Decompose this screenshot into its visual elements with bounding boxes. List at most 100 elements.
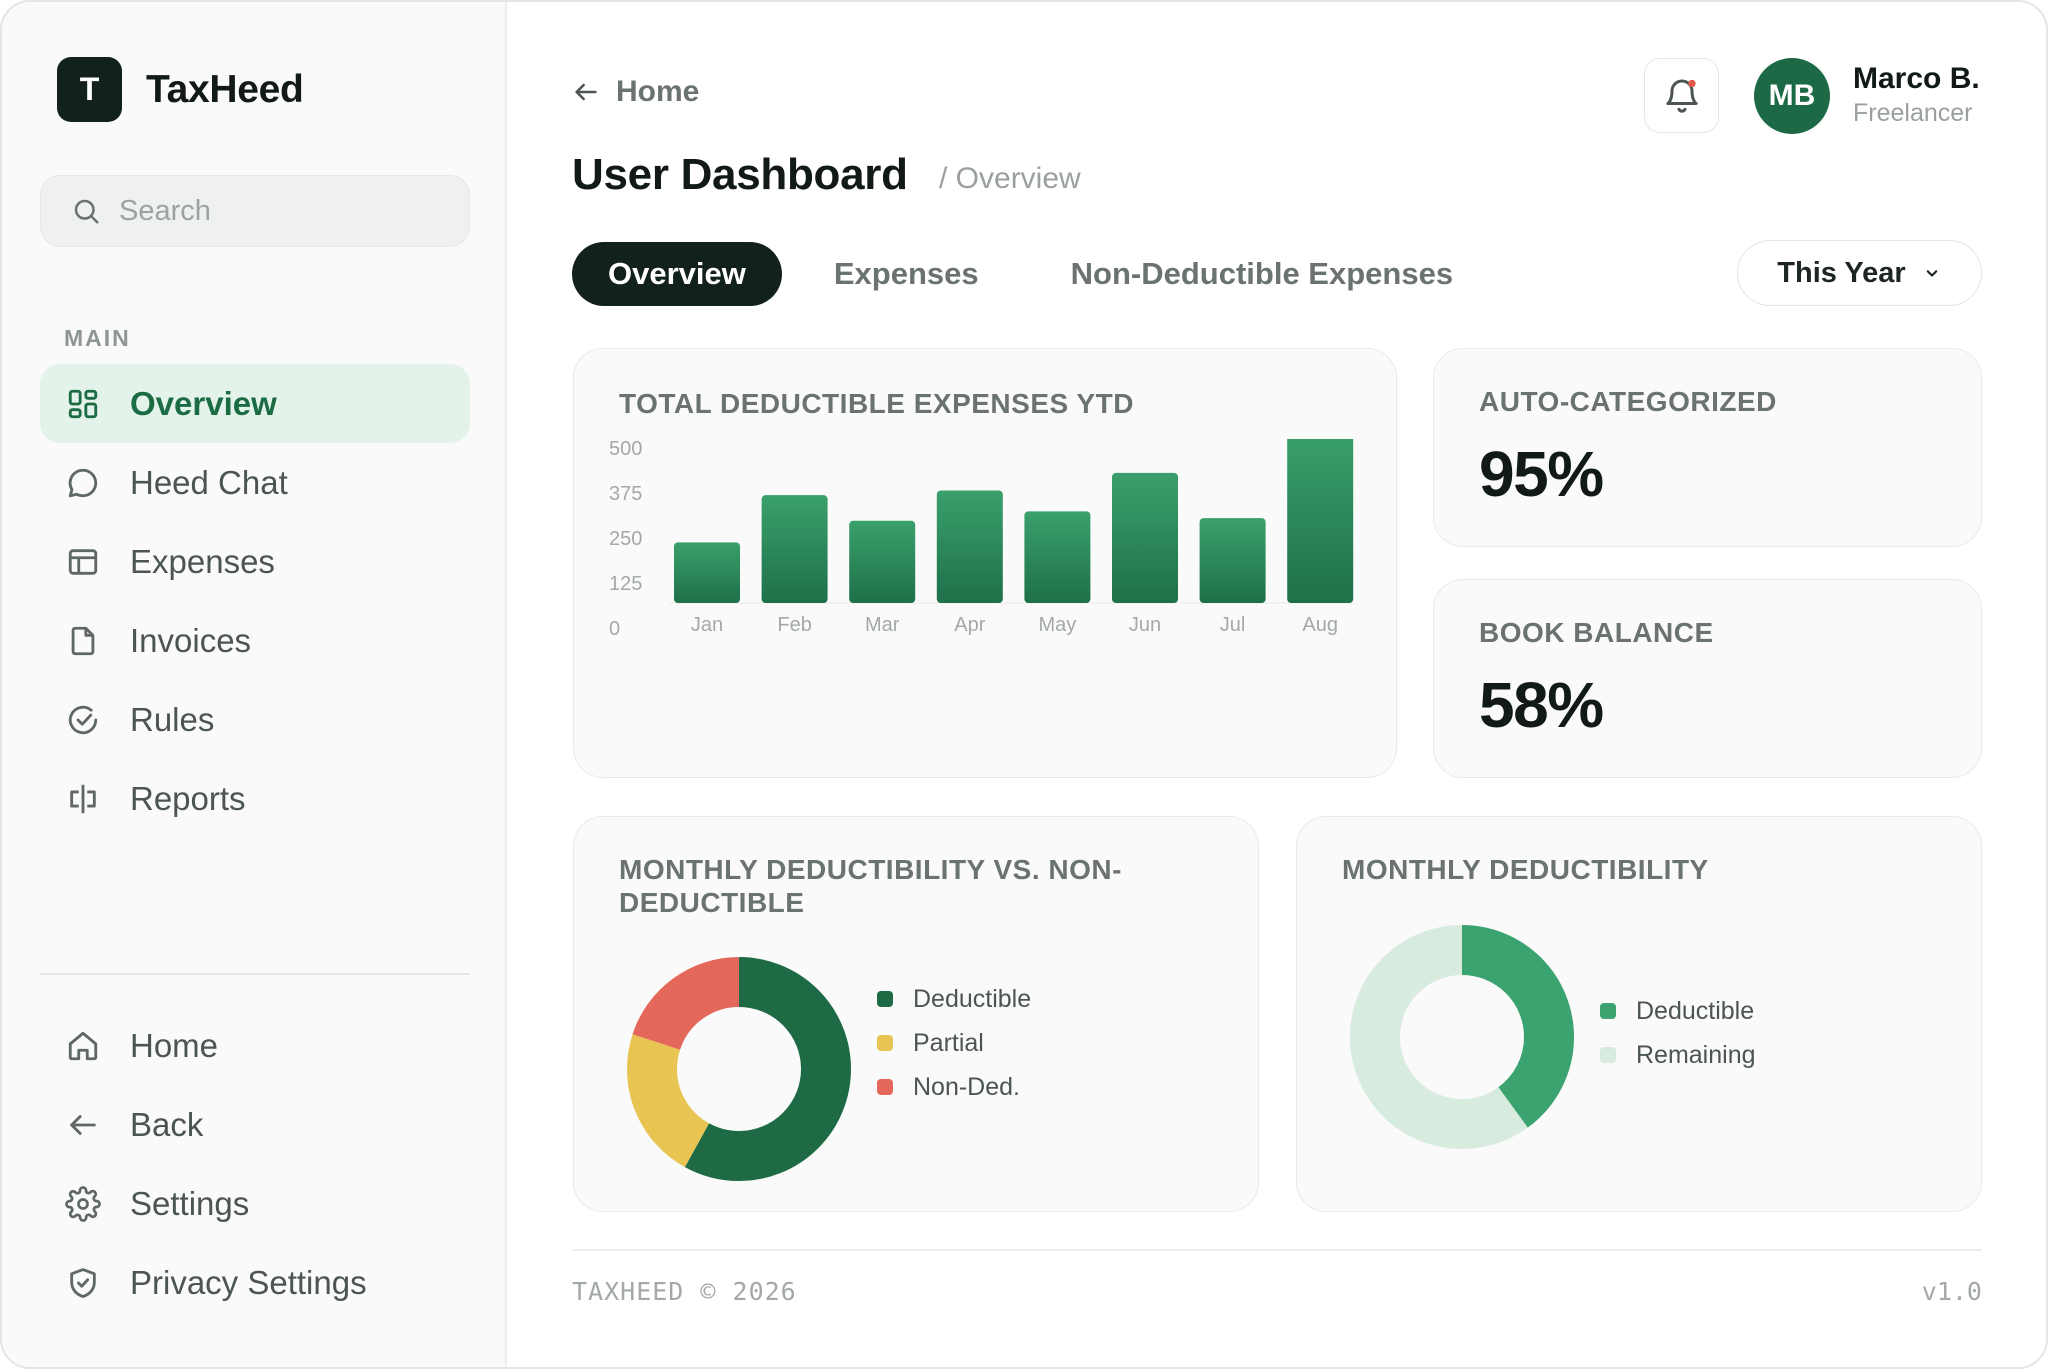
sidebar-item-label: Invoices	[130, 621, 252, 659]
back-home-link[interactable]: Home	[572, 75, 699, 109]
section-label-main: MAIN	[64, 325, 131, 351]
sidebar-item-settings[interactable]: Settings	[40, 1164, 470, 1243]
shield-icon	[64, 1264, 102, 1302]
sidebar-item-expenses[interactable]: Expenses	[40, 522, 470, 601]
sidebar-item-label: Reports	[130, 779, 246, 817]
sidebar-item-reports[interactable]: Reports	[40, 759, 470, 838]
y-tick-label: 0	[609, 618, 620, 640]
donut-chart-deductibility	[1350, 925, 1574, 1149]
tab-expenses[interactable]: Expenses	[833, 256, 979, 291]
legend-swatch	[1600, 1003, 1616, 1019]
grid-icon	[64, 385, 102, 423]
monthly-vs-card: MONTHLY DEDUCTIBILITY VS. NON-DEDUCTIBLE…	[573, 816, 1259, 1212]
donut-slice-non-ded[interactable]	[627, 957, 851, 1181]
gear-icon	[64, 1185, 102, 1223]
card-title: MONTHLY DEDUCTIBILITY VS. NON-DEDUCTIBLE	[619, 854, 1122, 918]
legend-swatch	[1600, 1047, 1616, 1063]
file-icon	[64, 622, 102, 660]
footer-divider	[572, 1249, 1982, 1251]
sidebar-item-label: Privacy Settings	[130, 1263, 367, 1301]
legend-label: Partial	[913, 1028, 984, 1057]
breadcrumb: / Overview	[939, 162, 1081, 195]
x-tick-label: Apr	[954, 614, 985, 636]
donut-slice-partial[interactable]	[627, 957, 851, 1181]
bar-jan[interactable]	[674, 542, 740, 603]
y-tick-label: 125	[609, 573, 642, 595]
sidebar-item-invoices[interactable]: Invoices	[40, 601, 470, 680]
auto-categorized-value: 95%	[1479, 438, 1604, 510]
auto-categorized-card: AUTO-CATEGORIZED 95%	[1433, 348, 1982, 547]
legend-label: Remaining	[1636, 1040, 1756, 1069]
bar-may[interactable]	[1024, 511, 1091, 603]
sidebar-item-label: Expenses	[130, 542, 275, 580]
chart-legend: Deductible Partial Non-Ded.	[877, 977, 1031, 1109]
footer-copyright: TAXHEED © 2026	[572, 1277, 797, 1306]
card-title: TOTAL DEDUCTIBLE EXPENSES YTD	[619, 388, 1134, 419]
x-tick-label: Jan	[691, 614, 723, 636]
bottom-nav: Home Back Settings Privacy Settings	[40, 1006, 470, 1322]
split-chart-icon	[64, 780, 102, 818]
sidebar-item-back[interactable]: Back	[40, 1085, 470, 1164]
house-icon	[64, 1027, 102, 1065]
book-balance-card: BOOK BALANCE 58%	[1433, 579, 1982, 778]
back-home-label: Home	[616, 75, 700, 108]
period-select[interactable]: This Year	[1737, 240, 1982, 306]
sidebar-divider	[40, 973, 470, 975]
search-box[interactable]	[40, 175, 470, 247]
legend-swatch	[877, 991, 893, 1007]
sidebar-item-label: Home	[130, 1026, 219, 1064]
bar-mar[interactable]	[849, 520, 916, 603]
legend-item: Deductible	[877, 977, 1031, 1021]
card-title: BOOK BALANCE	[1479, 617, 1714, 648]
y-tick-label: 500	[609, 439, 642, 460]
sidebar-item-rules[interactable]: Rules	[40, 680, 470, 759]
main-nav: Overview Heed Chat Expenses Invoices	[40, 364, 470, 838]
bar-jul[interactable]	[1199, 518, 1266, 603]
avatar[interactable]: MB	[1754, 58, 1830, 134]
arrow-left-icon	[64, 1106, 102, 1144]
card-title: AUTO-CATEGORIZED	[1479, 386, 1777, 417]
x-tick-label: Jul	[1220, 614, 1246, 636]
sidebar-item-home[interactable]: Home	[40, 1006, 470, 1085]
notifications-button[interactable]	[1644, 58, 1719, 133]
brand[interactable]: T TaxHeed	[57, 57, 304, 122]
sidebar: T TaxHeed MAIN Overview Heed Chat	[2, 2, 507, 1367]
legend-item: Partial	[877, 1021, 1031, 1065]
monthly-deductibility-card: MONTHLY DEDUCTIBILITY Deductible Remainin…	[1296, 816, 1982, 1212]
card-title: MONTHLY DEDUCTIBILITY	[1342, 854, 1709, 885]
bar-jun[interactable]	[1112, 472, 1178, 603]
period-select-value: This Year	[1777, 256, 1906, 289]
chevron-down-icon	[1926, 270, 1937, 277]
sidebar-item-overview[interactable]: Overview	[40, 364, 470, 443]
bar-chart: 500 375 250 125 0 Jan Feb Mar Apr May Jun Jul Aug	[609, 439, 1354, 640]
bar-apr[interactable]	[936, 490, 1003, 603]
bar-feb[interactable]	[761, 495, 828, 603]
legend-item: Remaining	[1600, 1033, 1756, 1077]
sidebar-item-privacy-settings[interactable]: Privacy Settings	[40, 1243, 470, 1322]
legend-label: Deductible	[1636, 996, 1755, 1025]
user-role: Freelancer	[1853, 99, 1973, 127]
sidebar-item-label: Rules	[130, 700, 215, 738]
donut-chart-deductibility-vs	[627, 957, 851, 1181]
search-input[interactable]	[119, 194, 439, 228]
legend-swatch	[877, 1079, 893, 1095]
tab-overview[interactable]: Overview	[572, 242, 782, 306]
x-tick-label: Mar	[865, 614, 900, 636]
brand-name: TaxHeed	[146, 67, 304, 111]
donut-slice-remaining[interactable]	[1350, 925, 1574, 1149]
sidebar-item-label: Heed Chat	[130, 463, 288, 501]
user-name: Marco B.	[1853, 62, 1980, 95]
legend-swatch	[877, 1035, 893, 1051]
sidebar-item-label: Back	[130, 1105, 204, 1143]
chat-bubble-icon	[64, 464, 102, 502]
tab-bar: Overview Expenses Non-Deductible Expense…	[572, 242, 1489, 306]
tab-non-deductible-expenses[interactable]: Non-Deductible Expenses	[1070, 256, 1454, 291]
sidebar-item-heed-chat[interactable]: Heed Chat	[40, 443, 470, 522]
legend-label: Deductible	[913, 984, 1032, 1013]
bar-aug[interactable]	[1287, 439, 1354, 603]
book-balance-value: 58%	[1479, 669, 1604, 741]
y-tick-label: 375	[609, 483, 642, 505]
sidebar-item-label: Overview	[130, 384, 277, 422]
x-tick-label: Feb	[777, 614, 811, 636]
